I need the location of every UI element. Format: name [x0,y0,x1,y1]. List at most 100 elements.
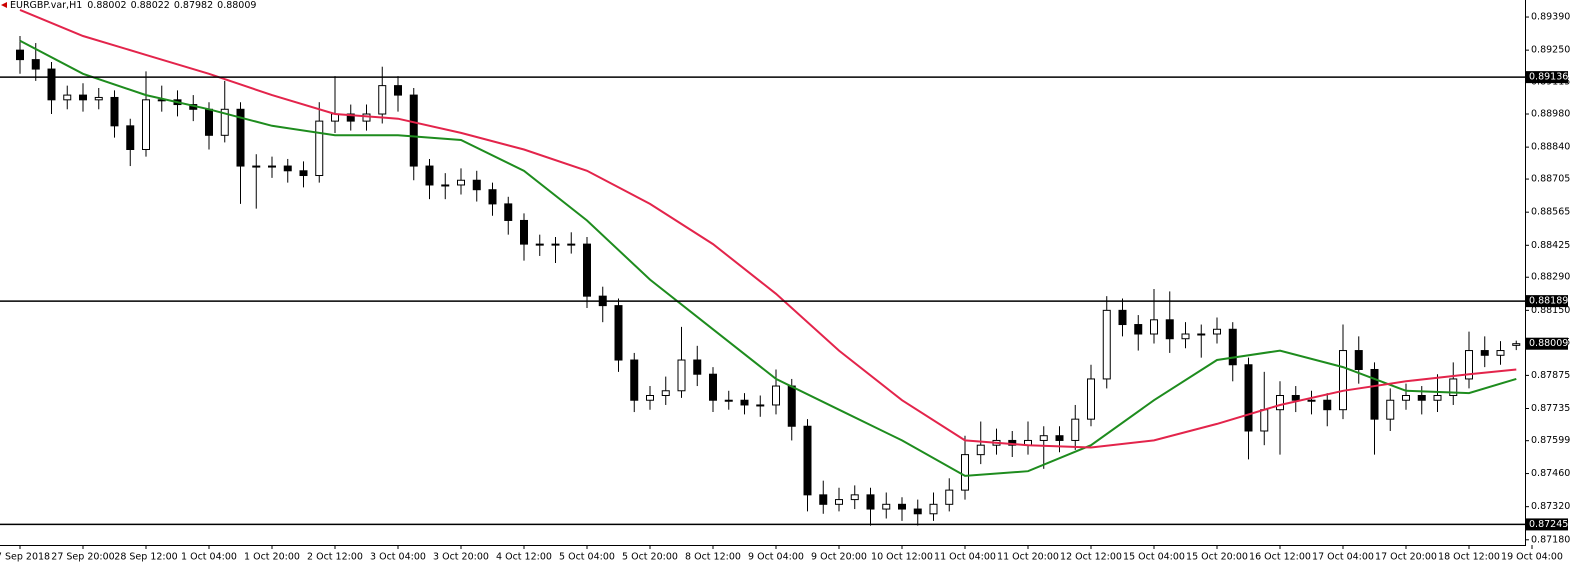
candle-body [551,243,560,246]
candle-body [819,494,828,505]
candle-body [1228,328,1237,366]
y-tick-label: 0.87875 [1531,370,1570,381]
candle-body [614,305,623,361]
candle-body [1354,350,1363,370]
candle-body [1118,309,1127,326]
candle-body [1244,364,1253,432]
candle-body [646,395,654,401]
x-tick-label: 1 Oct 20:00 [244,552,300,563]
candle-body [976,444,985,456]
candle-body [79,94,87,101]
candle-body [724,399,733,402]
y-tick-label: 0.88425 [1531,240,1570,251]
candle-body [787,385,796,427]
x-tick-label: 5 Oct 04:00 [559,552,615,563]
y-tick-label: 0.87735 [1531,403,1570,414]
y-tick-label: 0.87599 [1531,435,1570,446]
candle-body [1102,309,1111,380]
moving-average [19,8,1517,449]
candle-body [661,390,670,397]
candle-body [488,189,497,205]
symbol: EURGBP.var,H1 [10,0,82,11]
candle-body [457,179,465,186]
candle-body [409,94,418,167]
candle-body [1260,409,1269,432]
y-tick-label: 0.88705 [1531,174,1570,185]
candle-body [1370,368,1379,420]
candle-body [1433,395,1442,401]
x-tick-label: 4 Oct 12:00 [496,552,552,563]
candle-body [126,125,135,150]
candle-body [346,113,355,122]
candle-body [693,359,702,375]
candle-body [394,85,402,96]
candle-body [110,96,119,127]
high: 0.88022 [131,0,170,11]
candle-body [425,165,434,186]
candle-body [252,165,261,168]
x-tick-label: 12 Oct 12:00 [1060,552,1122,563]
candle-body [740,399,749,406]
y-tick-label: 0.89390 [1531,12,1570,23]
candle-body [378,85,387,115]
candle-body [520,219,528,245]
candle-body [677,359,686,392]
candle-body [772,385,780,406]
x-tick-label: 27 Sep 2018 [0,552,50,563]
low: 0.87982 [174,0,213,11]
candle-body [1307,399,1316,402]
candle-body [1449,378,1458,397]
candle-body [961,454,969,491]
x-tick-label: 11 Oct 04:00 [934,552,996,563]
candle-body [1165,319,1174,340]
candle-body [1039,435,1048,441]
candle-body [205,108,213,136]
candle-body [1071,418,1080,441]
level-label: 0.89136 [1529,72,1568,83]
candle-body [1213,328,1221,335]
x-tick-label: 8 Oct 12:00 [685,552,741,563]
candle-body [835,499,843,505]
x-tick-label: 9 Oct 20:00 [811,552,867,563]
x-tick-label: 17 Oct 20:00 [1375,552,1437,563]
moving-average [19,39,1517,477]
x-tick-label: 16 Oct 12:00 [1249,552,1311,563]
candle-body [1417,395,1426,401]
y-tick-label: 0.88565 [1531,207,1570,218]
candle-body [1496,350,1505,356]
candle-body [299,170,308,177]
y-tick-label: 0.88980 [1531,109,1570,120]
candle-body [315,120,324,177]
level-label-box [1526,518,1568,531]
candle-body [1276,395,1284,411]
candle-body [441,184,450,187]
x-tick-label: 3 Oct 20:00 [433,552,489,563]
current-price-box [1526,337,1568,350]
candle-body [630,359,639,401]
candle-body [268,165,276,168]
x-tick-label: 11 Oct 20:00 [997,552,1059,563]
close: 0.88009 [217,0,256,11]
level-label: 0.87245 [1529,519,1568,530]
candle-body [94,96,103,101]
chart-header: EURGBP.var,H1 0.88002 0.88022 0.87982 0.8800… [10,0,256,11]
plot-area [16,8,1521,526]
candle-body [16,49,24,61]
candle-body [1291,395,1300,401]
candle-body [898,503,906,510]
x-tick-label: 5 Oct 20:00 [622,552,678,563]
candle-body [1087,378,1095,420]
candle-body [567,243,576,246]
candle-body [362,113,371,122]
level-label-box [1526,71,1568,84]
x-tick-label: 2 Oct 12:00 [307,552,363,563]
candle-body [142,99,150,150]
candle-body [945,489,954,505]
x-tick-label: 17 Oct 04:00 [1312,552,1374,563]
x-tick-label: 10 Oct 12:00 [871,552,933,563]
candle-body [803,425,812,496]
y-tick-label: 0.87460 [1531,468,1570,479]
